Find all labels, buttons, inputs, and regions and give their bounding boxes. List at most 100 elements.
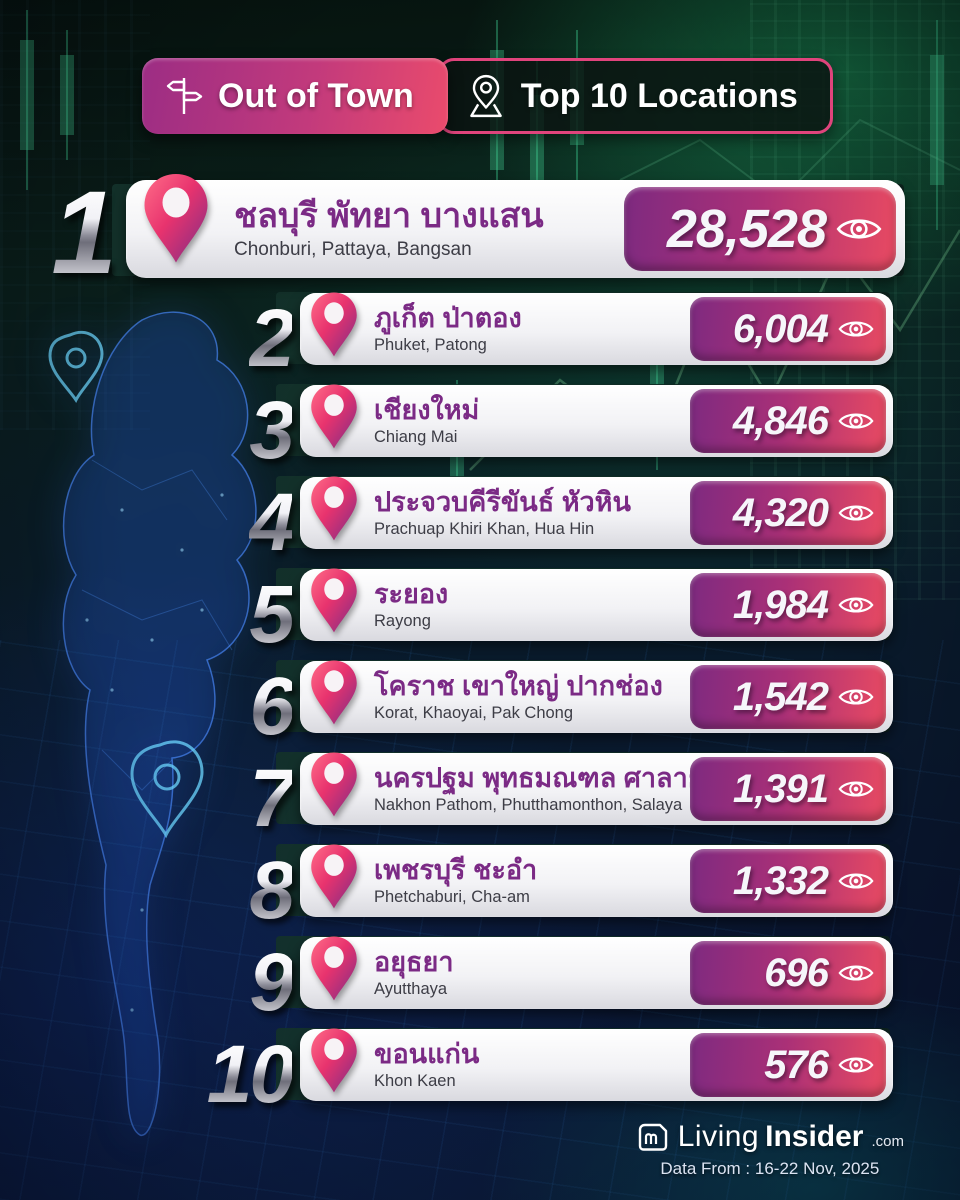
location-name-thai: นครปฐม พุทธมณฑล ศาลายา [374,762,719,793]
ranking-row: 8 เพชรบุรี ชะอำ Phetchaburi, Cha-am 1,33… [0,836,960,932]
views-count: 576 [764,1042,829,1087]
location-card: ประจวบคีรีขันธ์ หัวหิน Prachuap Khiri Kh… [300,476,893,549]
location-pin-icon [311,752,357,817]
location-pin-icon [311,568,357,633]
location-name-english: Rayong [374,612,431,631]
brand-tld-text: .com [871,1133,904,1150]
ranking-row: 5 ระยอง Rayong 1,984 [0,560,960,656]
views-badge: 1,332 [690,849,886,913]
rank-number: 2 [249,293,295,384]
location-name-english: Phuket, Patong [374,336,487,355]
location-name-thai: ภูเก็ต ป่าตอง [374,302,522,333]
title-label: Top 10 Locations [520,76,798,115]
location-name-english: Chiang Mai [374,428,458,447]
location-card: เพชรบุรี ชะอำ Phetchaburi, Cha-am 1,332 [300,844,893,917]
ranking-list: 1 ชลบุรี พัทยา บางแสน Chonburi, Pattaya,… [0,167,960,1116]
location-name-thai: อยุธยา [374,946,454,977]
location-pin-icon [311,844,357,909]
rank-number: 1 [51,167,117,299]
location-name-english: Phetchaburi, Cha-am [374,888,530,907]
location-names: ระยอง Rayong [374,569,893,641]
ranking-row: 10 ขอนแก่น Khon Kaen 576 [0,1020,960,1116]
views-count: 1,984 [732,582,829,627]
views-count: 28,528 [666,199,827,259]
rank-number: 6 [249,661,295,752]
views-badge: 696 [690,941,886,1005]
views-count: 4,846 [732,398,829,443]
location-name-thai: ประจวบคีรีขันธ์ หัวหิน [374,486,631,517]
location-card: ชลบุรี พัทยา บางแสน Chonburi, Pattaya, B… [126,174,905,278]
ranking-row: 6 โคราช เขาใหญ่ ปากช่อง Korat, Khaoyai, … [0,652,960,748]
location-name-thai: เพชรบุรี ชะอำ [374,854,538,885]
views-count: 1,391 [732,766,829,811]
location-name-thai: ระยอง [374,578,449,609]
location-card: ภูเก็ต ป่าตอง Phuket, Patong 6,004 [300,292,893,365]
eye-icon [838,505,874,521]
location-card: เชียงใหม่ Chiang Mai 4,846 [300,384,893,457]
location-names: ประจวบคีรีขันธ์ หัวหิน Prachuap Khiri Kh… [374,477,893,549]
ranking-row: 2 ภูเก็ต ป่าตอง Phuket, Patong 6,004 [0,284,960,380]
views-badge: 4,846 [690,389,886,453]
data-range-label: Data From : 16-22 Nov, 2025 [660,1159,880,1178]
location-name-thai: โคราช เขาใหญ่ ปากช่อง [374,670,663,701]
views-count: 696 [764,950,829,995]
ranking-row: 3 เชียงใหม่ Chiang Mai 4,846 [0,376,960,472]
category-label: Out of Town [218,76,414,115]
views-badge: 6,004 [690,297,886,361]
eye-icon [838,873,874,889]
views-badge: 4,320 [690,481,886,545]
signpost-icon [166,78,203,114]
brand-logo: Living Insider .com [636,1120,904,1154]
ranking-row: 9 อยุธยา Ayutthaya 696 [0,928,960,1024]
thailand-map-decoration [48,311,257,1136]
ranking-row: 7 นครปฐม พุทธมณฑล ศาลายา Nakhon Pathom, … [0,744,960,840]
location-name-thai: ขอนแก่น [374,1038,480,1069]
views-count: 6,004 [732,306,829,351]
location-names: เพชรบุรี ชะอำ Phetchaburi, Cha-am [374,845,893,917]
location-pin-icon [311,292,357,357]
views-count: 1,542 [732,674,829,719]
location-card: ขอนแก่น Khon Kaen 576 [300,1028,893,1101]
eye-icon [838,597,874,613]
location-names: ภูเก็ต ป่าตอง Phuket, Patong [374,293,893,365]
header: Out of Town Top 10 Locations [142,58,833,134]
rank-number: 9 [249,937,295,1028]
location-name-english: Chonburi, Pattaya, Bangsan [234,238,472,260]
views-count: 4,320 [732,490,829,535]
eye-icon [838,781,874,797]
rank-number: 3 [249,385,295,476]
location-pin-icon [311,936,357,1001]
rank-number: 10 [206,1029,295,1120]
footer: Living Insider .com Data From : 16-22 Nov,… [636,1120,904,1179]
eye-icon [838,689,874,705]
location-name-english: Prachuap Khiri Khan, Hua Hin [374,520,595,539]
location-name-english: Nakhon Pathom, Phutthamonthon, Salaya [374,796,683,815]
location-names: โคราช เขาใหญ่ ปากช่อง Korat, Khaoyai, Pa… [374,661,893,733]
eye-icon [838,965,874,981]
location-name-english: Korat, Khaoyai, Pak Chong [374,704,574,723]
rank-number: 7 [249,753,295,844]
views-badge: 1,391 [690,757,886,821]
location-names: เชียงใหม่ Chiang Mai [374,385,893,457]
location-pin-outline-icon [469,74,502,118]
location-names: นครปฐม พุทธมณฑล ศาลายา Nakhon Pathom, Ph… [374,753,893,825]
location-pin-icon [311,384,357,449]
views-count: 1,332 [732,858,829,903]
location-names: ชลบุรี พัทยา บางแสน Chonburi, Pattaya, B… [234,180,905,278]
location-pin-icon [311,476,357,541]
location-names: อยุธยา Ayutthaya [374,937,893,1009]
ranking-row: 4 ประจวบคีรีขันธ์ หัวหิน Prachuap Khiri … [0,468,960,564]
location-pin-icon [144,174,208,263]
location-name-thai: ชลบุรี พัทยา บางแสน [234,197,544,236]
eye-icon [838,1057,874,1073]
location-pin-icon [311,1028,357,1093]
title-badge: Top 10 Locations [437,58,833,134]
location-card: โคราช เขาใหญ่ ปากช่อง Korat, Khaoyai, Pa… [300,660,893,733]
views-badge: 1,984 [690,573,886,637]
location-card: นครปฐม พุทธมณฑล ศาลายา Nakhon Pathom, Ph… [300,752,893,825]
eye-icon [838,413,874,429]
location-name-english: Ayutthaya [374,980,448,999]
views-badge: 1,542 [690,665,886,729]
location-name-thai: เชียงใหม่ [374,394,480,425]
